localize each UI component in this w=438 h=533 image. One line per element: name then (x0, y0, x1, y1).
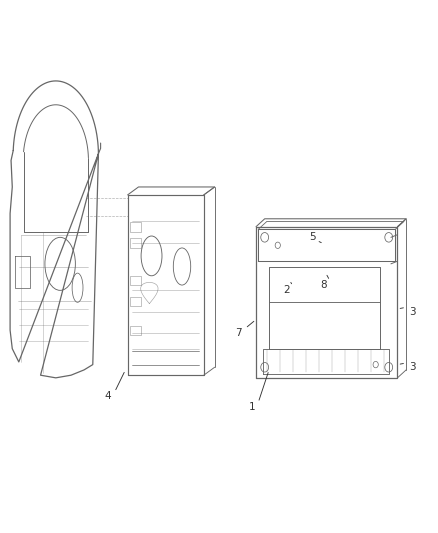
Text: 7: 7 (235, 328, 242, 338)
Bar (130, 326, 141, 335)
Text: 5: 5 (309, 232, 316, 243)
Text: 2: 2 (283, 285, 290, 295)
Bar (130, 222, 141, 232)
Bar (130, 238, 141, 248)
Text: 3: 3 (410, 362, 416, 372)
Text: 8: 8 (320, 280, 327, 290)
Text: 4: 4 (105, 391, 111, 401)
Text: 3: 3 (410, 306, 416, 317)
Text: 1: 1 (248, 402, 255, 412)
Bar (130, 297, 141, 306)
Bar (130, 276, 141, 285)
